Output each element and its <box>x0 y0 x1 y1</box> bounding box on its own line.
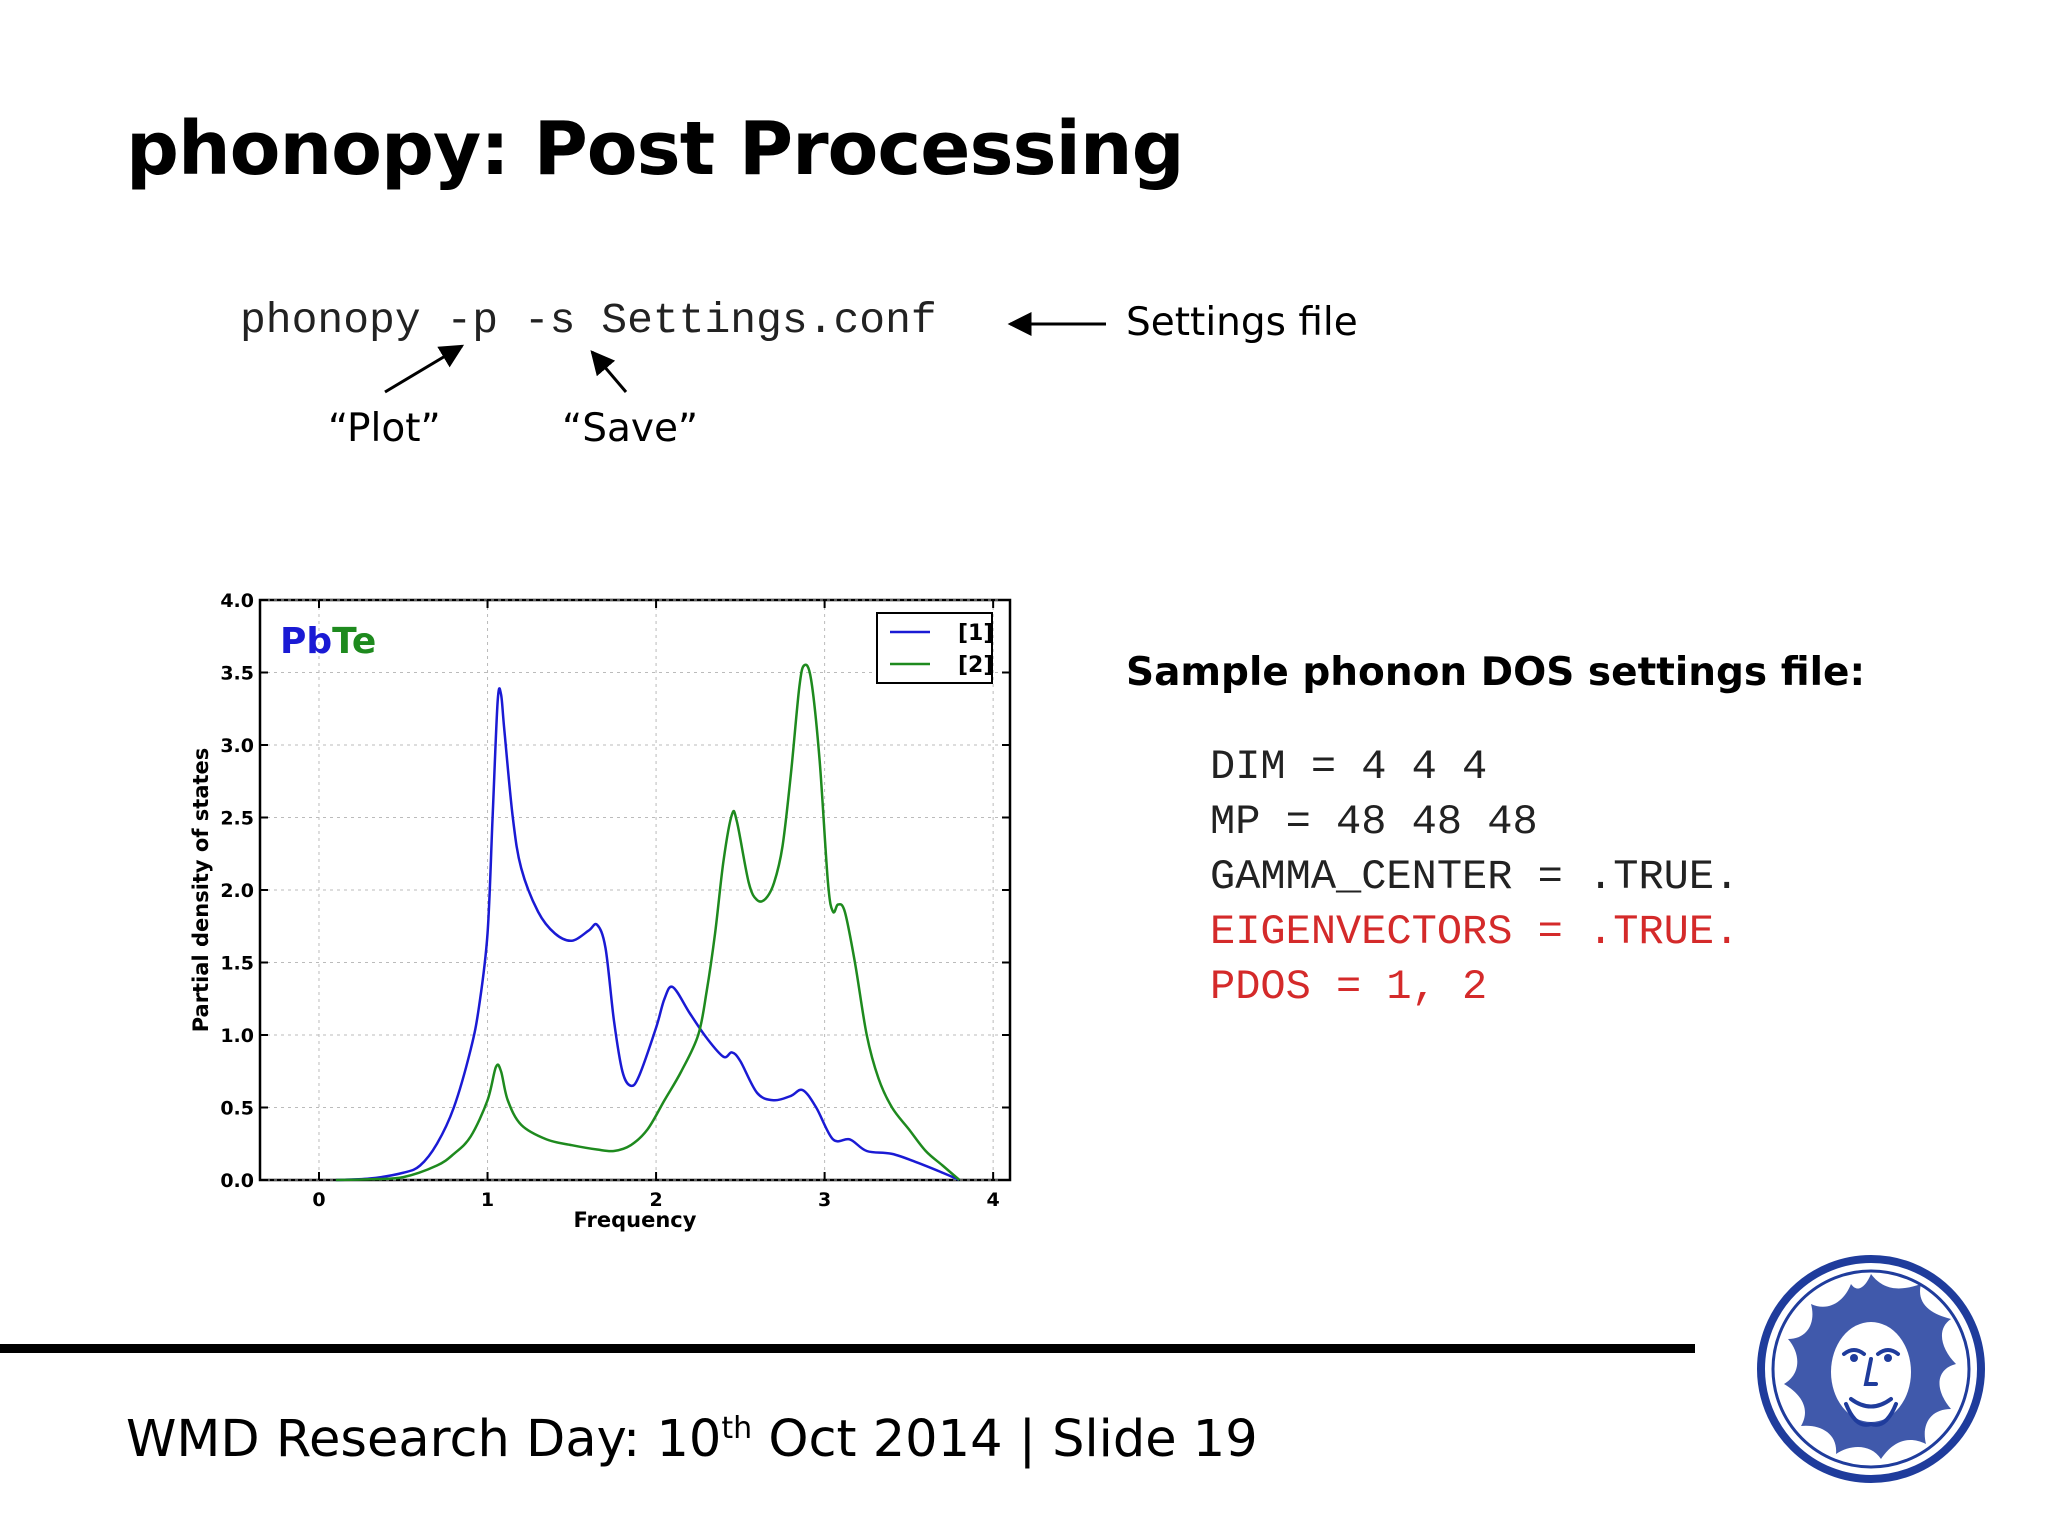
phonopy-command: phonopy -p -s Settings.conf <box>240 296 937 345</box>
settings-file-label: Settings file <box>1126 300 1358 345</box>
x-tick-label: 0 <box>312 1189 325 1211</box>
university-seal-icon <box>1757 1255 1985 1483</box>
annotation-arrows <box>384 312 1106 394</box>
chart-annotation-part1: Pb <box>280 621 332 662</box>
settings-line-gamma-center: GAMMA_CENTER = .TRUE. <box>1210 853 1740 901</box>
settings-line-eigenvectors: EIGENVECTORS = .TRUE. <box>1210 908 1740 956</box>
y-axis-label: Partial density of states <box>189 748 213 1033</box>
y-tick-label: 0.5 <box>220 1098 254 1120</box>
pdos-chart: 0 1 2 3 4 0.0 0.5 1.0 1.5 2.0 2.5 3.0 3.5 4.0 PbTe [1… <box>189 590 1012 1232</box>
settings-line-mp: MP = 48 48 48 <box>1210 798 1538 846</box>
chart-ticks: 0 1 2 3 4 0.0 0.5 1.0 1.5 2.0 2.5 3.0 3.5 4.0 <box>220 590 1010 1211</box>
x-tick-label: 4 <box>987 1189 1000 1211</box>
legend-label-1: [1] <box>958 621 993 646</box>
y-tick-label: 4.0 <box>220 590 254 612</box>
y-tick-label: 1.0 <box>220 1025 254 1047</box>
settings-heading: Sample phonon DOS settings file: <box>1126 650 1866 695</box>
settings-line-pdos: PDOS = 1, 2 <box>1210 963 1488 1011</box>
footer-superscript: th <box>721 1411 753 1446</box>
slide-title: phonopy: Post Processing <box>126 106 1185 192</box>
legend-box <box>876 612 993 684</box>
chart-annotation: PbTe <box>280 621 376 662</box>
footer-prefix: WMD Research Day: 10 <box>126 1410 722 1469</box>
y-tick-label: 2.5 <box>220 808 254 830</box>
chart-legend: [1] [2] <box>876 612 993 684</box>
chart-annotation-part2: Te <box>332 621 376 662</box>
footer-suffix: Oct 2014 | Slide 19 <box>752 1410 1258 1469</box>
plot-arrow <box>384 344 465 394</box>
x-axis-label: Frequency <box>574 1208 697 1232</box>
settings-file-listing: DIM = 4 4 4 MP = 48 48 48 GAMMA_CENTER =… <box>1210 740 1739 1015</box>
y-tick-label: 3.5 <box>220 663 254 685</box>
y-tick-label: 3.0 <box>220 735 254 757</box>
save-label: “Save” <box>562 406 699 451</box>
series-line-2 <box>335 663 961 1182</box>
chart-series <box>335 663 961 1182</box>
y-tick-label: 2.0 <box>220 880 254 902</box>
series-line-1 <box>335 687 960 1182</box>
x-tick-label: 2 <box>649 1189 662 1211</box>
y-tick-label: 0.0 <box>220 1170 254 1192</box>
save-arrow <box>590 350 628 393</box>
y-tick-label: 1.5 <box>220 953 254 975</box>
x-tick-label: 3 <box>818 1189 831 1211</box>
footer-divider <box>0 1344 1695 1353</box>
settings-line-dim: DIM = 4 4 4 <box>1210 743 1488 791</box>
plot-label: “Plot” <box>328 406 441 451</box>
slide-footer: WMD Research Day: 10th Oct 2014 | Slide … <box>126 1410 1258 1469</box>
legend-label-2: [2] <box>958 653 993 678</box>
x-tick-label: 1 <box>481 1189 494 1211</box>
